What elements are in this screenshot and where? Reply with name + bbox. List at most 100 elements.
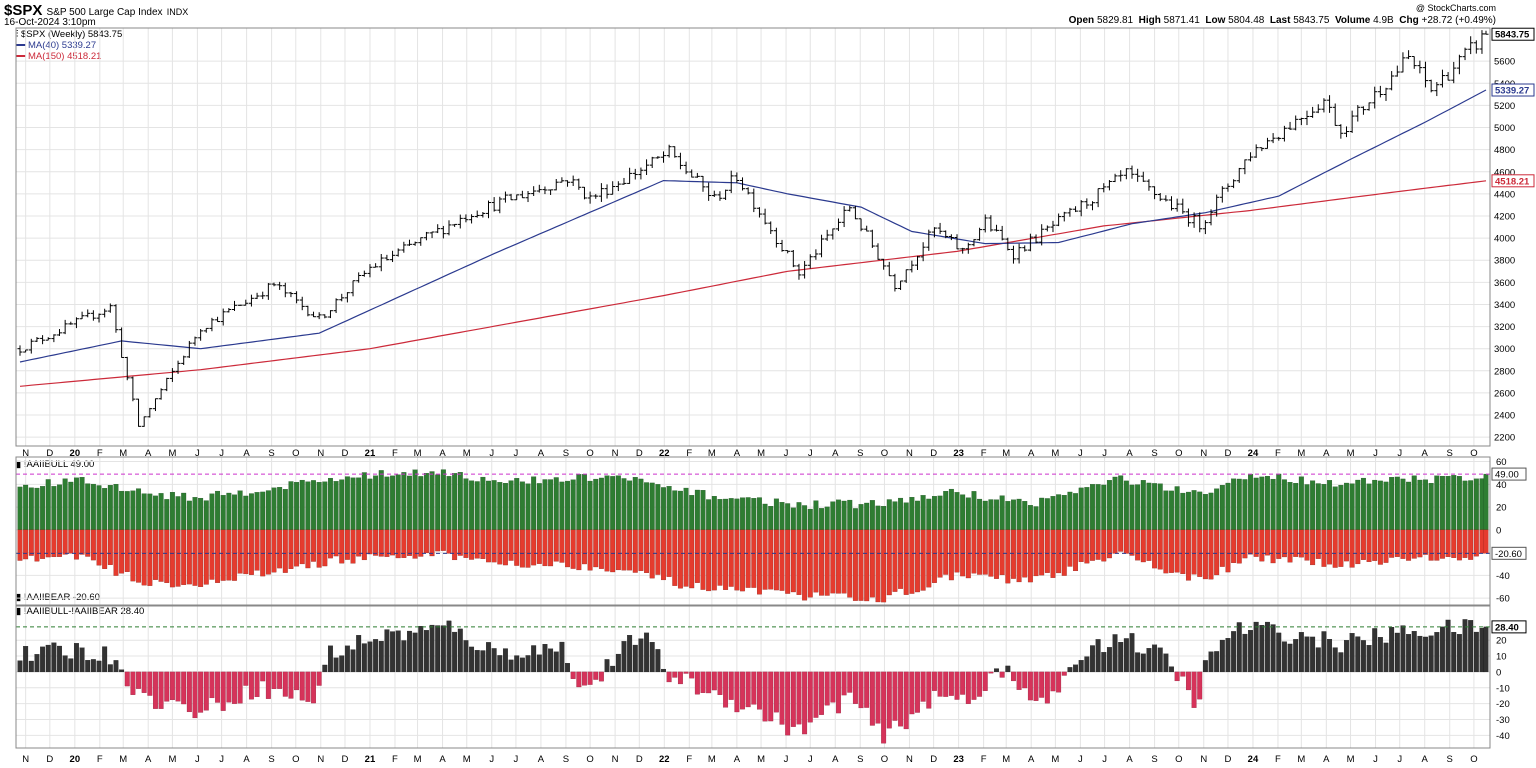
spread-neg-bar <box>169 671 175 701</box>
bottom-xtick-label: A <box>1323 754 1330 765</box>
spread-pos-bar <box>1073 664 1079 673</box>
bull-bar <box>68 481 74 531</box>
price-bar <box>1287 121 1293 130</box>
spread-neg-bar <box>1039 671 1045 698</box>
bear-bar <box>1180 529 1186 575</box>
bear-bar <box>1219 529 1225 567</box>
bear-bar <box>790 529 796 593</box>
bottom-xtick-label: F <box>981 754 987 765</box>
spread-pos-bar <box>1242 633 1248 673</box>
price-bar <box>435 224 441 234</box>
price-bar <box>327 310 333 319</box>
bear-bar <box>28 529 34 556</box>
bull-bar <box>1411 475 1417 531</box>
spread-pos-bar <box>1344 640 1349 673</box>
bottom-xtick-label: F <box>97 754 103 765</box>
bull-bar <box>621 478 627 531</box>
price-bar <box>994 224 1000 232</box>
price-bar <box>858 218 864 232</box>
price-tick-label: 2400 <box>1494 411 1515 422</box>
spread-pos-bar <box>1406 634 1412 673</box>
price-bar <box>502 191 508 203</box>
bear-bar <box>593 529 599 568</box>
spread-neg-bar <box>694 671 700 695</box>
bottom-xtick-label: A <box>1126 754 1133 765</box>
bear-bar <box>1242 529 1248 559</box>
bull-bar <box>423 473 429 531</box>
price-bar <box>751 188 757 213</box>
price-bar <box>1389 71 1395 91</box>
bear-bar <box>711 529 717 591</box>
spread-pos-bar <box>1400 625 1406 673</box>
spread-pos-bar <box>384 629 390 673</box>
bull-bar <box>1219 485 1225 531</box>
spread-neg-bar <box>965 671 971 704</box>
bear-bar <box>502 529 508 566</box>
bull-bar <box>542 479 548 531</box>
bear-bar <box>395 529 401 559</box>
bear-bar <box>745 529 751 588</box>
ma150-swatch-icon <box>16 55 26 58</box>
bear-bar <box>525 529 531 568</box>
bear-bar <box>1315 529 1321 559</box>
price-bar <box>649 156 655 169</box>
price-bar <box>198 328 204 341</box>
bear-bar <box>1231 529 1237 563</box>
spread-neg-bar <box>299 671 305 701</box>
spread-neg-bar <box>175 671 181 702</box>
bear-bar <box>350 529 356 564</box>
price-bar <box>1462 47 1468 61</box>
spread-neg-bar <box>1197 671 1203 700</box>
spread-pos-bar <box>463 640 469 673</box>
bull-bar <box>1423 479 1428 531</box>
bull-bar <box>164 499 170 531</box>
bottom-xtick-label: M <box>757 754 765 765</box>
bull-bar <box>1400 478 1406 531</box>
spread-pos-bar <box>96 660 102 673</box>
bull-bar <box>34 487 40 531</box>
price-bar <box>28 338 34 354</box>
bull-bar <box>1112 476 1118 531</box>
bear-bar <box>655 529 661 575</box>
spread-neg-bar <box>593 671 599 680</box>
bear-bar <box>1157 529 1163 570</box>
bear-bar <box>565 529 570 568</box>
price-bar <box>429 231 435 239</box>
spread-neg-bar <box>1185 671 1191 691</box>
spread-neg-bar <box>903 671 909 730</box>
bull-bar <box>333 481 339 531</box>
price-bar <box>886 261 892 277</box>
bear-bar <box>610 529 616 573</box>
ma40-tag-box <box>1491 83 1535 97</box>
spread-pos-bar <box>1383 642 1389 673</box>
bull-bar <box>1332 486 1338 531</box>
bull-bar <box>119 490 125 531</box>
spread-neg-bar <box>136 671 141 689</box>
bull-bar <box>604 475 610 531</box>
bull-bar <box>1033 506 1039 531</box>
price-bar <box>57 329 63 336</box>
ma40-swatch-icon <box>16 44 26 47</box>
bear-bar <box>773 529 779 591</box>
price-bar <box>1027 233 1033 252</box>
spread-neg-bar <box>920 671 926 702</box>
bull-bar <box>107 485 113 531</box>
bull-bar <box>73 477 79 531</box>
price-bar <box>1185 208 1191 227</box>
bull-bar <box>519 481 525 531</box>
price-bar <box>971 239 977 247</box>
spread-neg-bar <box>158 671 164 709</box>
bear-bar <box>34 529 40 562</box>
bull-bar <box>948 488 954 531</box>
bull-bar <box>186 500 192 531</box>
bottom-xtick-label: J <box>1397 754 1402 765</box>
bear-bar <box>265 529 271 575</box>
price-xtick-label: M <box>119 448 127 459</box>
bull-bar <box>1315 483 1321 531</box>
bear-bar <box>1146 529 1152 561</box>
bear-bar <box>237 529 243 574</box>
bull-bar <box>62 478 68 531</box>
bear-bar <box>113 529 119 576</box>
price-bar <box>785 250 791 254</box>
bull-bar <box>1078 487 1084 531</box>
